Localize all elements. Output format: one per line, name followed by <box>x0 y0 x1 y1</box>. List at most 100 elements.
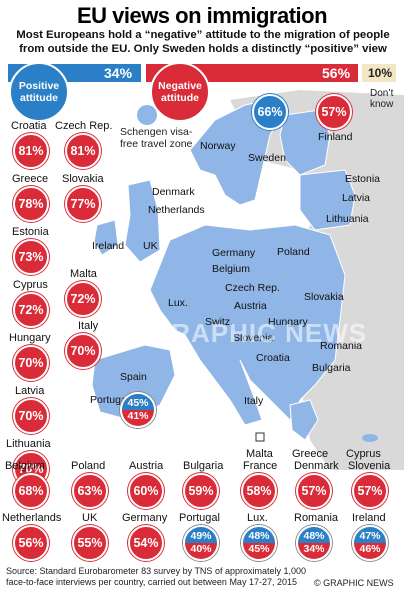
map-label-estonia: Estonia <box>345 173 381 185</box>
greece-shape <box>289 399 319 441</box>
negative-value: 46% <box>354 543 386 559</box>
country-label: Malta <box>70 268 97 280</box>
iberia-shape <box>91 344 176 421</box>
value-circle: 72% <box>65 281 101 317</box>
country-label: Netherlands <box>2 512 62 524</box>
split-circle: 49% 40% <box>183 525 219 561</box>
map-label-lithuania: Lithuania <box>326 213 369 225</box>
split-circle: 48% 34% <box>296 525 332 561</box>
schengen-legend-label: Schengen visa-free travel zone <box>120 126 193 150</box>
value-circle: 78% <box>13 186 49 222</box>
map-label-greece: Greece <box>292 448 329 460</box>
country-label: Croatia <box>11 120 47 132</box>
page-title: EU views on immigration <box>76 3 328 28</box>
country-label: Greece <box>12 173 49 185</box>
value-circle: 57% <box>296 473 332 509</box>
split-circle: 47% 46% <box>352 525 388 561</box>
sweden-value-circle: 66% <box>252 94 288 130</box>
value-circle: 63% <box>72 473 108 509</box>
value-circle: 54% <box>128 525 164 561</box>
country-label: Lux. <box>247 512 268 524</box>
map-label-portugal: Portugal <box>90 394 130 406</box>
page-subtitle: Most Europeans hold a “negative” attitud… <box>16 29 390 55</box>
map-label-norway: Norway <box>200 140 236 152</box>
map-label-romania: Romania <box>320 340 363 352</box>
map-label-hungary: Hungary <box>268 316 308 328</box>
map-label-czech: Czech Rep. <box>225 282 280 294</box>
country-label: Belgium <box>5 460 45 472</box>
map-label-lux: Lux. <box>168 297 188 309</box>
country-label: UK <box>82 512 98 524</box>
spain-split-circle: 45% 41% <box>120 392 156 428</box>
dontknow-label: Don’t know <box>370 88 394 110</box>
value-circle: 55% <box>72 525 108 561</box>
positive-value: 48% <box>243 527 275 543</box>
map-label-italy: Italy <box>244 395 264 407</box>
watermark: GRAPHIC NEWS <box>150 318 368 348</box>
value-circle: 68% <box>13 473 49 509</box>
dontknow-value: 10% <box>368 66 393 80</box>
country-label: Bulgaria <box>183 460 224 472</box>
credit: © GRAPHIC NEWS <box>314 578 394 588</box>
map-label-switz: Switz. <box>205 316 234 328</box>
country-label: Germany <box>122 512 168 524</box>
map-label-slovenia: Slovenia <box>233 332 274 344</box>
malta-marker <box>255 432 265 442</box>
map-label-latvia: Latvia <box>342 192 371 204</box>
positive-value: 48% <box>298 527 330 543</box>
value-circle: 70% <box>65 333 101 369</box>
country-label: France <box>243 460 278 472</box>
map-label-austria: Austria <box>234 300 267 312</box>
negative-value: 56% <box>322 65 351 81</box>
value-circle: 81% <box>13 133 49 169</box>
map-label-germany: Germany <box>212 247 256 259</box>
map-label-netherlands: Netherlands <box>148 204 205 216</box>
value-circle: 72% <box>13 292 49 328</box>
source-note: Source: Standard Eurobarometer 83 survey… <box>6 566 306 587</box>
country-label: Romania <box>294 512 339 524</box>
negative-attitude-badge: Negative attitude <box>150 62 210 122</box>
country-label: Cyprus <box>13 279 48 291</box>
map-label-malta: Malta <box>246 448 273 460</box>
cyprus-shape <box>362 434 378 442</box>
value-circle: 56% <box>13 525 49 561</box>
map-label-croatia: Croatia <box>256 352 290 364</box>
map-label-bulgaria: Bulgaria <box>312 362 351 374</box>
value-circle: 70% <box>13 398 49 434</box>
non-eu-land-south <box>300 380 404 470</box>
value-circle: 57% <box>352 473 388 509</box>
value-circle: 81% <box>65 133 101 169</box>
country-label: Italy <box>78 320 99 332</box>
map-label-slovakia: Slovakia <box>304 291 344 303</box>
positive-value: 34% <box>104 65 133 81</box>
uk-shape <box>124 179 161 263</box>
map-label-sweden: Sweden <box>248 152 286 164</box>
value-circle: 59% <box>183 473 219 509</box>
country-label: Portugal <box>179 512 220 524</box>
country-label: Slovakia <box>62 173 104 185</box>
country-label: Estonia <box>12 226 49 238</box>
schengen-legend-swatch <box>137 105 157 125</box>
value-circle: 58% <box>241 473 277 509</box>
dontknow-bar <box>362 64 396 82</box>
value-circle: 73% <box>13 239 49 275</box>
country-label: Denmark <box>294 460 339 472</box>
country-label: Latvia <box>15 385 45 397</box>
negative-value: 34% <box>298 543 330 559</box>
value-circle: 70% <box>13 345 49 381</box>
country-label: Ireland <box>352 512 386 524</box>
map-label-belgium: Belgium <box>212 263 250 275</box>
country-label: Lithuania <box>6 438 51 450</box>
spain-negative: 41% <box>122 410 154 426</box>
map-label-poland: Poland <box>277 246 310 258</box>
country-label: Hungary <box>9 332 51 344</box>
negative-value: 45% <box>243 543 275 559</box>
map-label-ireland: Ireland <box>92 240 125 252</box>
map-label-finland: Finland <box>318 131 353 143</box>
map-label-denmark: Denmark <box>152 186 195 198</box>
continent-shape <box>149 224 346 426</box>
spain-positive: 45% <box>122 394 154 410</box>
negative-value: 40% <box>185 543 217 559</box>
country-label: Poland <box>71 460 106 472</box>
